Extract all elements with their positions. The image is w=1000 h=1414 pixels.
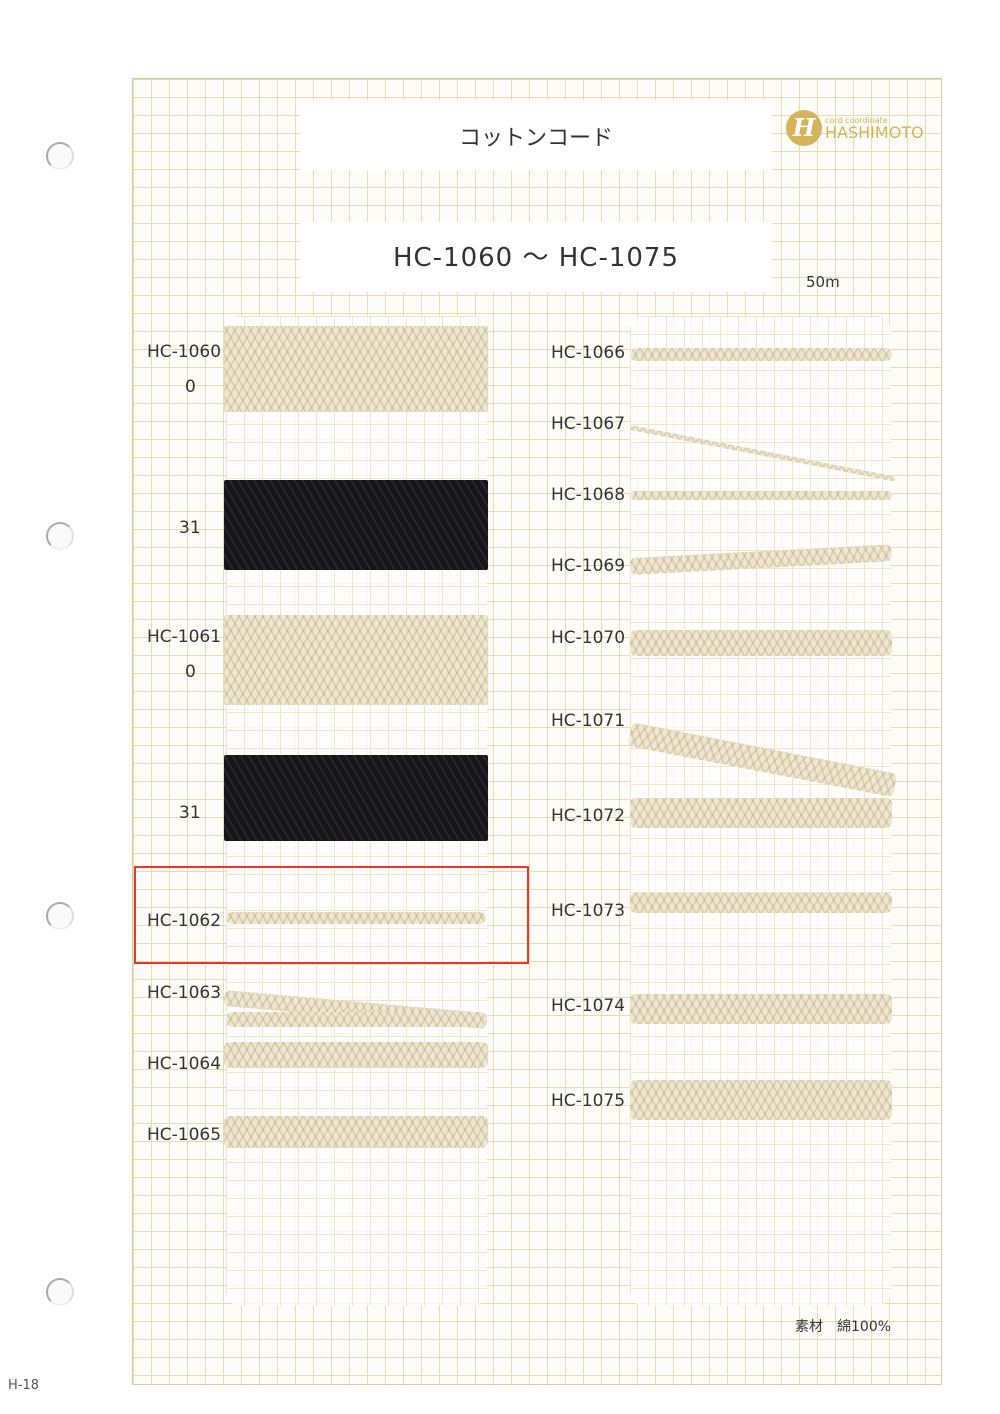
- tape-sample: [224, 615, 488, 705]
- code-label: HC-1075: [551, 1091, 626, 1111]
- color-label: 0: [185, 662, 196, 682]
- code-label: HC-1062: [147, 911, 222, 931]
- page-number: H-18: [8, 1378, 40, 1393]
- cord-sample: [630, 893, 892, 913]
- logo-tagline: cord coordinate: [825, 115, 888, 125]
- code-label: HC-1072: [551, 806, 626, 826]
- code-label: HC-1063: [147, 983, 222, 1003]
- cord-sample: [224, 1042, 488, 1068]
- binder-hole: [46, 902, 74, 930]
- code-label: HC-1070: [551, 628, 626, 648]
- binder-hole: [46, 1278, 74, 1306]
- page-title: コットンコード: [458, 126, 613, 151]
- tape-sample: [224, 755, 488, 841]
- binder-hole: [46, 142, 74, 170]
- logo-brand: HASHIMOTO: [825, 122, 924, 142]
- cord-sample: [226, 912, 486, 924]
- product-range: HC-1060 ～ HC-1075: [392, 243, 680, 273]
- code-label: HC-1068: [551, 485, 626, 505]
- color-label: 31: [179, 803, 201, 823]
- cord-sample: [630, 348, 892, 361]
- code-label: HC-1061: [147, 627, 222, 647]
- code-label: HC-1066: [551, 343, 626, 363]
- color-label: 0: [185, 377, 196, 397]
- cord-sample: [224, 1116, 488, 1148]
- code-label: HC-1069: [551, 556, 626, 576]
- code-label: HC-1064: [147, 1054, 222, 1074]
- cord-sample: [630, 630, 892, 656]
- tape-sample: [224, 326, 488, 412]
- cord-sample: [630, 994, 892, 1024]
- code-label: HC-1073: [551, 901, 626, 921]
- binder-hole: [46, 522, 74, 550]
- tape-sample: [224, 480, 488, 570]
- range-box: HC-1060 ～ HC-1075: [300, 222, 772, 292]
- title-box: コットンコード: [300, 100, 772, 170]
- cord-sample: [630, 491, 892, 500]
- code-label: HC-1074: [551, 996, 626, 1016]
- length-label: 50m: [806, 273, 840, 291]
- color-label: 31: [179, 518, 201, 538]
- cord-sample: [630, 798, 892, 828]
- logo: H cord coordinate HASHIMOTO: [786, 110, 924, 146]
- material-note: 素材 綿100%: [795, 1319, 892, 1335]
- code-label: HC-1071: [551, 711, 626, 731]
- code-label: HC-1067: [551, 414, 626, 434]
- code-label: HC-1065: [147, 1125, 222, 1145]
- selection-highlight: [134, 866, 529, 964]
- cord-sample: [630, 1080, 892, 1120]
- cord-sample: [226, 1012, 486, 1027]
- logo-mark-icon: H: [786, 110, 822, 146]
- code-label: HC-1060: [147, 342, 222, 362]
